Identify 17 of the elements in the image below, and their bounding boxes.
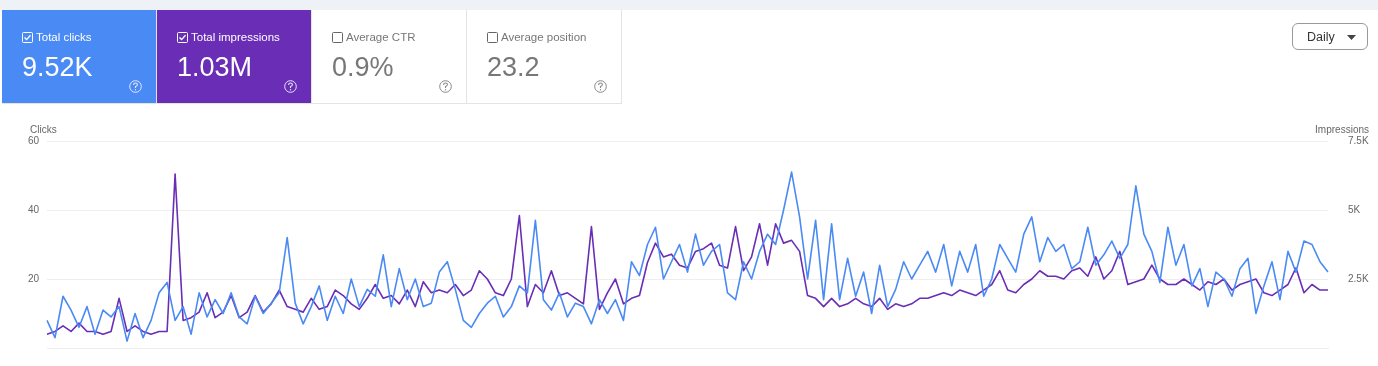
y-tick-label: 40: [27, 203, 40, 215]
text: Average CTR: [346, 31, 416, 43]
text: Total impressions: [191, 31, 280, 43]
text: Total clicks: [36, 31, 92, 43]
text: 1.03M: [177, 52, 253, 83]
y-tick-label: 60: [27, 134, 40, 146]
text: Average position: [501, 31, 587, 43]
y-axis-title: Clicks: [30, 123, 57, 135]
text: 23.2: [487, 52, 540, 83]
text: Daily: [1307, 30, 1335, 44]
y2-axis-title: Impressions: [1315, 123, 1369, 135]
y-tick-label: 20: [27, 272, 40, 284]
y2-tick-label: 5K: [1348, 203, 1361, 215]
text: 9.52K: [22, 52, 93, 83]
y2-tick-label: 7.5K: [1348, 134, 1369, 146]
y2-tick-label: 2.5K: [1348, 272, 1369, 284]
text: 0.9%: [332, 52, 394, 83]
